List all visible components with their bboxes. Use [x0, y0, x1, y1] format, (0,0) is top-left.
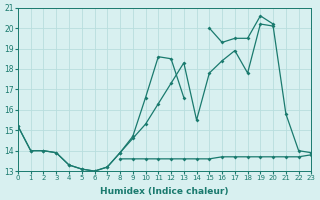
X-axis label: Humidex (Indice chaleur): Humidex (Indice chaleur) [100, 187, 229, 196]
